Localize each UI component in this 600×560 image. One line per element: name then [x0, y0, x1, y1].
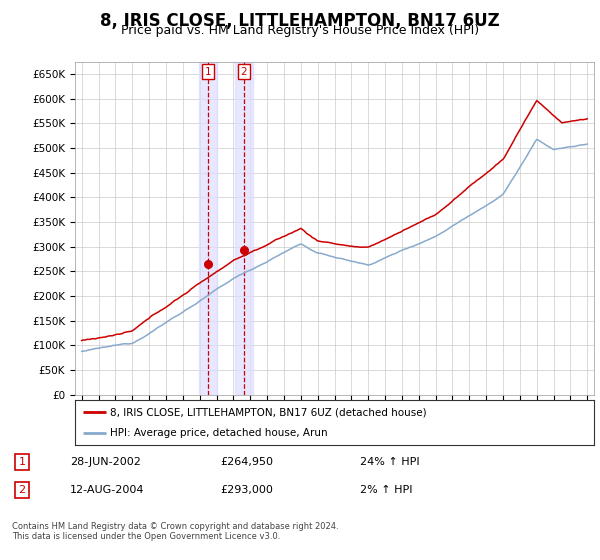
Text: Price paid vs. HM Land Registry's House Price Index (HPI): Price paid vs. HM Land Registry's House …: [121, 24, 479, 36]
Text: 2: 2: [19, 485, 26, 495]
Text: 24% ↑ HPI: 24% ↑ HPI: [360, 457, 419, 467]
Text: Contains HM Land Registry data © Crown copyright and database right 2024.
This d: Contains HM Land Registry data © Crown c…: [12, 522, 338, 542]
Bar: [199, 62, 217, 395]
Text: 12-AUG-2004: 12-AUG-2004: [70, 485, 145, 495]
Text: HPI: Average price, detached house, Arun: HPI: Average price, detached house, Arun: [110, 428, 328, 438]
Bar: [235, 62, 253, 395]
Text: 28-JUN-2002: 28-JUN-2002: [70, 457, 141, 467]
Text: 8, IRIS CLOSE, LITTLEHAMPTON, BN17 6UZ: 8, IRIS CLOSE, LITTLEHAMPTON, BN17 6UZ: [100, 12, 500, 30]
Text: 1: 1: [19, 457, 25, 467]
Text: 8, IRIS CLOSE, LITTLEHAMPTON, BN17 6UZ (detached house): 8, IRIS CLOSE, LITTLEHAMPTON, BN17 6UZ (…: [110, 408, 427, 418]
Text: 2: 2: [241, 67, 247, 77]
Text: 1: 1: [205, 67, 211, 77]
Text: 2% ↑ HPI: 2% ↑ HPI: [360, 485, 413, 495]
Text: £293,000: £293,000: [220, 485, 273, 495]
Text: £264,950: £264,950: [220, 457, 273, 467]
